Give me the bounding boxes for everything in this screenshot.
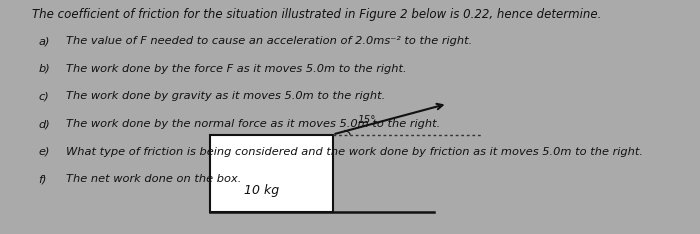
Text: The work done by the normal force as it moves 5.0m to the right.: The work done by the normal force as it …	[66, 119, 441, 129]
Text: a): a)	[38, 36, 50, 46]
Text: f): f)	[38, 174, 47, 184]
Text: 15°: 15°	[357, 115, 375, 125]
Text: The work done by the force F as it moves 5.0m to the right.: The work done by the force F as it moves…	[66, 64, 407, 74]
Text: The net work done on the box.: The net work done on the box.	[66, 174, 242, 184]
Text: 10 kg: 10 kg	[244, 184, 279, 197]
Text: What type of friction is being considered and the work done by friction as it mo: What type of friction is being considere…	[66, 147, 643, 157]
Text: The work done by gravity as it moves 5.0m to the right.: The work done by gravity as it moves 5.0…	[66, 91, 386, 102]
Bar	[210, 135, 332, 212]
Text: e): e)	[38, 147, 50, 157]
Text: d): d)	[38, 119, 50, 129]
Text: b): b)	[38, 64, 50, 74]
Text: The coefficient of friction for the situation illustrated in Figure 2 below is 0: The coefficient of friction for the situ…	[32, 8, 601, 21]
Text: c): c)	[38, 91, 49, 102]
Text: The value of F needed to cause an acceleration of 2.0ms⁻² to the right.: The value of F needed to cause an accele…	[66, 36, 473, 46]
